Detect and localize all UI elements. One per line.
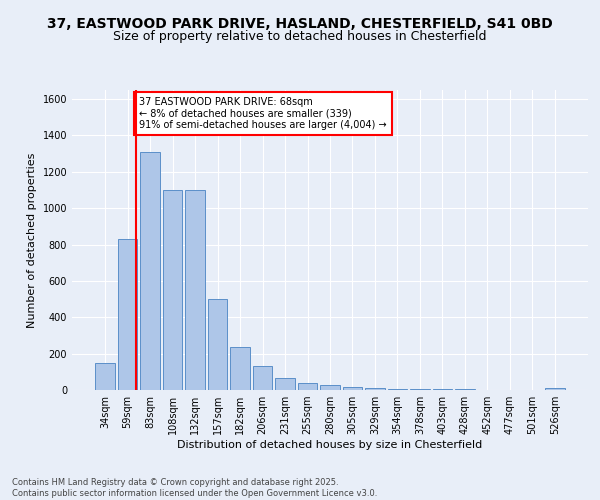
Bar — [163, 190, 182, 390]
Y-axis label: Number of detached properties: Number of detached properties — [27, 152, 37, 328]
Text: Contains HM Land Registry data © Crown copyright and database right 2025.
Contai: Contains HM Land Registry data © Crown c… — [12, 478, 377, 498]
Bar — [140, 152, 160, 390]
Bar — [320, 386, 340, 390]
Bar — [95, 362, 115, 390]
Text: 37, EASTWOOD PARK DRIVE, HASLAND, CHESTERFIELD, S41 0BD: 37, EASTWOOD PARK DRIVE, HASLAND, CHESTE… — [47, 18, 553, 32]
Bar — [230, 348, 250, 390]
Bar — [365, 388, 385, 390]
Bar — [253, 366, 272, 390]
Bar — [275, 378, 295, 390]
Bar — [118, 239, 137, 390]
Text: Size of property relative to detached houses in Chesterfield: Size of property relative to detached ho… — [113, 30, 487, 43]
Bar — [208, 299, 227, 390]
Bar — [410, 389, 430, 390]
Bar — [388, 389, 407, 390]
Text: 37 EASTWOOD PARK DRIVE: 68sqm
← 8% of detached houses are smaller (339)
91% of s: 37 EASTWOOD PARK DRIVE: 68sqm ← 8% of de… — [139, 98, 387, 130]
Bar — [343, 386, 362, 390]
Bar — [185, 190, 205, 390]
Bar — [298, 383, 317, 390]
X-axis label: Distribution of detached houses by size in Chesterfield: Distribution of detached houses by size … — [178, 440, 482, 450]
Bar — [545, 388, 565, 390]
